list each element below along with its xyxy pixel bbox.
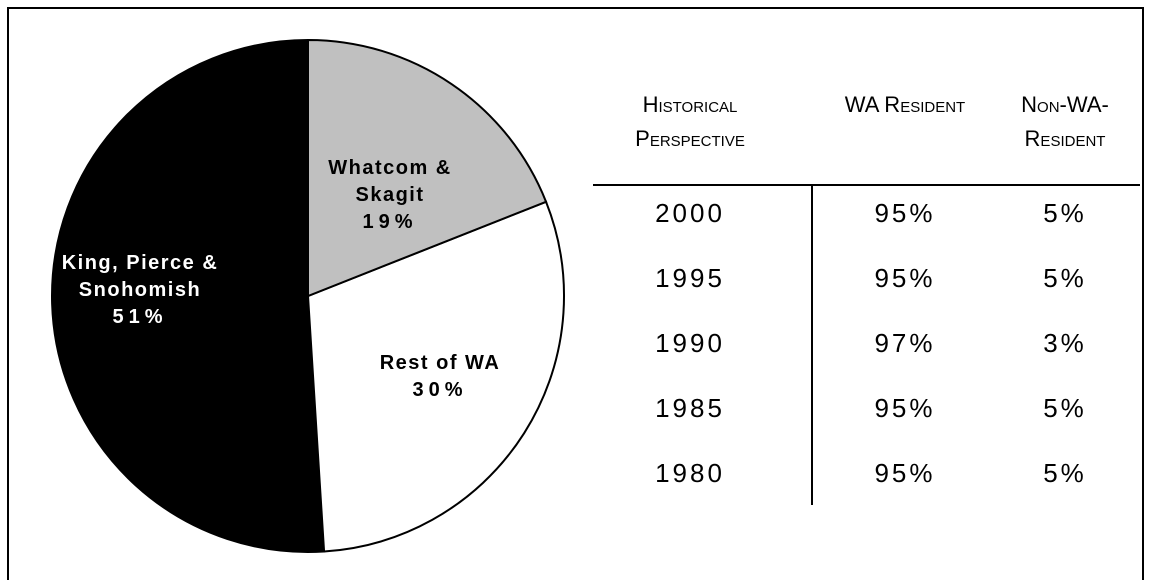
slice-name: King, Pierce & Snohomish — [61, 252, 219, 301]
slice-value: 19% — [362, 211, 418, 233]
pie-slice — [306, 200, 565, 553]
table-header: Historical Perspective — [635, 92, 745, 151]
table-header: Non-WA-Resident — [1021, 92, 1109, 151]
table-cell: 1990 — [655, 328, 725, 358]
table-header: WA Resident — [844, 92, 966, 117]
slice-value: 51% — [112, 306, 168, 328]
table-cell: 95% — [874, 263, 936, 293]
table-cell: 1985 — [655, 393, 725, 423]
table-cell: 1980 — [655, 458, 725, 488]
pie-slice — [51, 38, 326, 553]
table-cell: 5% — [1043, 198, 1087, 228]
slice-label: Whatcom & Skagit 19% — [300, 155, 480, 236]
table-cell: 95% — [874, 458, 936, 488]
table-cell: 2000 — [655, 198, 725, 228]
table-cell: 3% — [1043, 328, 1087, 358]
table-cell: 5% — [1043, 458, 1087, 488]
table-cell: 95% — [874, 393, 936, 423]
frame — [7, 7, 1144, 580]
table-cell: 97% — [874, 328, 936, 358]
table-cell: 5% — [1043, 263, 1087, 293]
slice-label: Rest of WA 30% — [350, 350, 530, 404]
slice-name: Whatcom & Skagit — [328, 157, 452, 206]
slice-label: King, Pierce & Snohomish 51% — [40, 250, 240, 331]
slice-name: Rest of WA — [379, 352, 501, 374]
slice-value: 30% — [412, 379, 468, 401]
pie-slice — [307, 38, 548, 298]
table-cell: 1995 — [655, 263, 725, 293]
table-cell: 5% — [1043, 393, 1087, 423]
table-cell: 95% — [874, 198, 936, 228]
